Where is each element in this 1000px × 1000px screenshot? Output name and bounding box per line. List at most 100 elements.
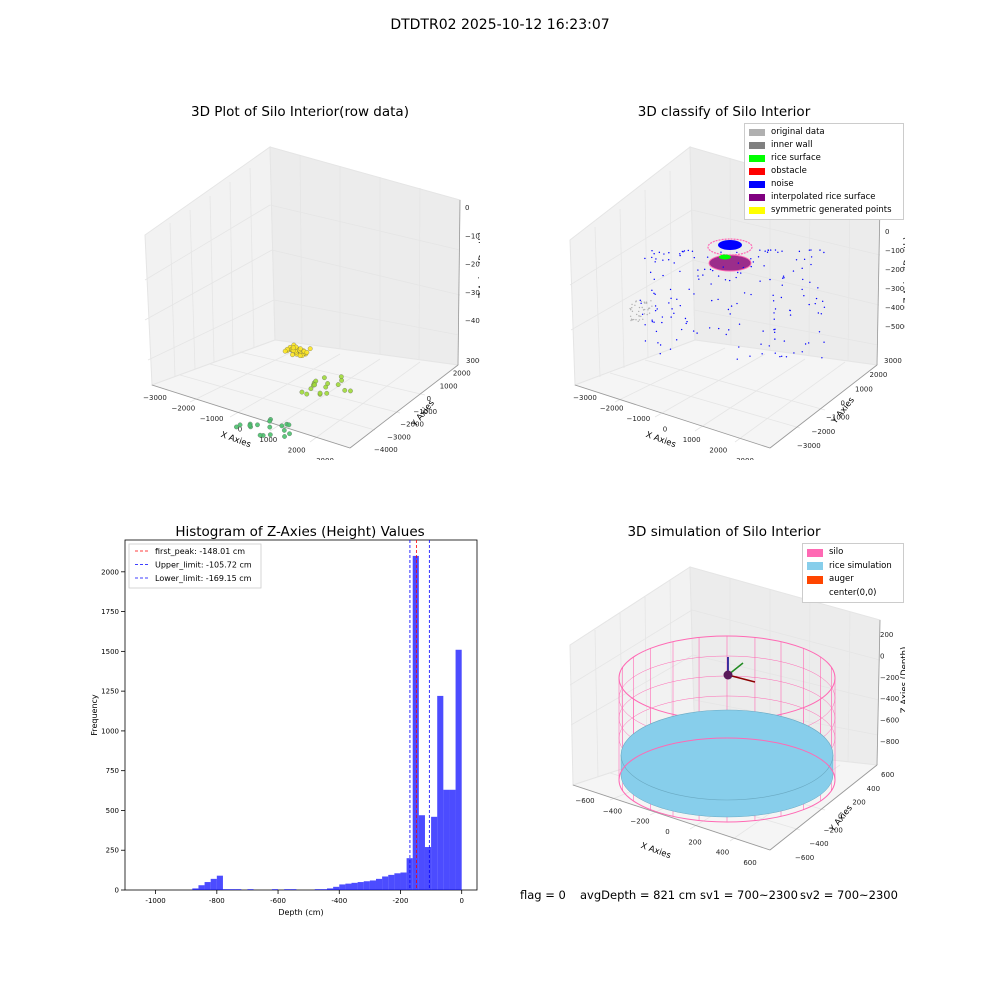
data-point: [267, 432, 273, 438]
noise-point: [697, 275, 699, 277]
noise-point: [711, 269, 714, 272]
legend-item: obstacle: [749, 165, 899, 178]
legend-label: obstacle: [771, 166, 807, 176]
legend-label: auger: [829, 574, 854, 584]
histogram-bar: [229, 889, 236, 890]
noise-point: [738, 323, 741, 325]
noise-point: [702, 274, 704, 276]
noise-point: [644, 340, 647, 342]
x-tick-label: -600: [270, 897, 286, 905]
y-tick-label: 0: [115, 887, 119, 895]
noise-point: [692, 330, 695, 332]
noise-point: [653, 321, 655, 323]
histogram-bar: [412, 555, 419, 890]
noise-point: [750, 293, 752, 296]
data-point: [342, 388, 348, 393]
noise-point: [687, 249, 689, 252]
noise-point: [737, 262, 740, 264]
histogram-bar: [363, 881, 370, 890]
original-data-point: [642, 309, 645, 311]
legend-label: inner wall: [771, 140, 813, 150]
original-data-point: [640, 315, 642, 318]
raw-data-3d-plot: −3000 −2000 −1000 0 1000 2000 3000 −4000 −3000 −2…: [143, 146, 480, 460]
noise-point: [730, 305, 733, 307]
legend-swatch: [749, 168, 765, 175]
noise-point: [698, 278, 700, 280]
legend-item: noise: [749, 178, 899, 191]
grid-line: [669, 170, 673, 350]
legend-swatch: [807, 548, 823, 557]
x-tick-label: −1000: [626, 415, 650, 423]
histogram-bar: [449, 789, 456, 890]
noise-point: [807, 342, 810, 344]
data-point: [323, 384, 329, 390]
original-data-point: [651, 305, 653, 307]
data-point: [237, 422, 243, 428]
noise-point: [760, 343, 762, 345]
y-tick-label: 3000: [466, 357, 480, 365]
noise-point: [724, 279, 727, 281]
y-tick-label: 200: [852, 799, 865, 807]
grid-line: [594, 226, 601, 378]
noise-point: [801, 351, 803, 353]
noise-point: [706, 256, 709, 258]
axis-edge: [876, 201, 881, 366]
legend-label: symmetric generated points: [771, 205, 892, 215]
original-data-point: [638, 306, 641, 309]
data-point: [304, 350, 310, 355]
original-data-point: [631, 303, 633, 306]
y-tick-label: −4000: [374, 446, 398, 454]
noise-point: [639, 299, 641, 302]
z-tick-label: −200: [880, 674, 899, 682]
legend-label: first_peak: -148.01 cm: [155, 547, 245, 556]
noise-point: [644, 324, 646, 326]
noise-point: [818, 331, 821, 333]
noise-point: [696, 332, 698, 334]
noise-point: [709, 268, 712, 271]
rice-simulation-surface: [620, 709, 834, 801]
axis-edge: [574, 384, 771, 449]
x-axis-label: Depth (cm): [278, 908, 323, 917]
x-tick-label: 200: [688, 838, 701, 846]
histogram-bar: [290, 889, 297, 890]
y-tick-label: 1750: [101, 608, 119, 616]
legend-label: Lower_limit: -169.15 cm: [155, 574, 252, 583]
histogram-bar: [198, 885, 205, 890]
panel2-title: 3D classify of Silo Interior: [637, 104, 811, 120]
noise-point: [679, 270, 681, 273]
data-point: [308, 386, 314, 392]
z-tick-label: −600: [880, 717, 899, 725]
original-data-point: [648, 307, 651, 309]
axis-edge: [876, 619, 881, 766]
original-data-point: [646, 313, 648, 316]
z-axis-label: Z Axies (Depth): [903, 237, 905, 304]
x-tick-label: -1000: [145, 897, 165, 905]
noise-point: [814, 302, 816, 305]
noise-point: [679, 254, 681, 257]
noise-point: [808, 303, 810, 306]
data-point: [348, 388, 353, 394]
y-tick-label: 500: [106, 807, 119, 815]
axis-edge: [769, 764, 878, 851]
x-tick-label: 600: [743, 859, 756, 867]
legend-item: rice surface: [749, 152, 899, 165]
original-data-point: [645, 301, 648, 303]
y-tick-label: 600: [881, 771, 894, 779]
histogram-bar: [394, 873, 401, 890]
depth-histogram: -1000 -800 -600 -400 -200 0 0 250 500 750 1000 1250…: [90, 539, 478, 917]
z-tick-label: 0: [885, 228, 889, 236]
noise-point: [809, 281, 811, 283]
histogram-bar: [431, 816, 438, 890]
legend-label: rice surface: [771, 153, 821, 163]
histogram-bar: [216, 875, 223, 890]
simulation-legend: silo rice simulation auger center(0,0): [802, 543, 904, 603]
data-point: [307, 346, 313, 351]
legend-label: silo: [829, 547, 844, 557]
noise-point: [817, 287, 819, 289]
data-point: [312, 382, 317, 388]
grid-line: [269, 204, 461, 251]
original-data-point: [635, 300, 637, 302]
noise-point: [781, 277, 784, 279]
noise-point: [654, 305, 657, 307]
x-tick-label: −3000: [573, 394, 597, 402]
